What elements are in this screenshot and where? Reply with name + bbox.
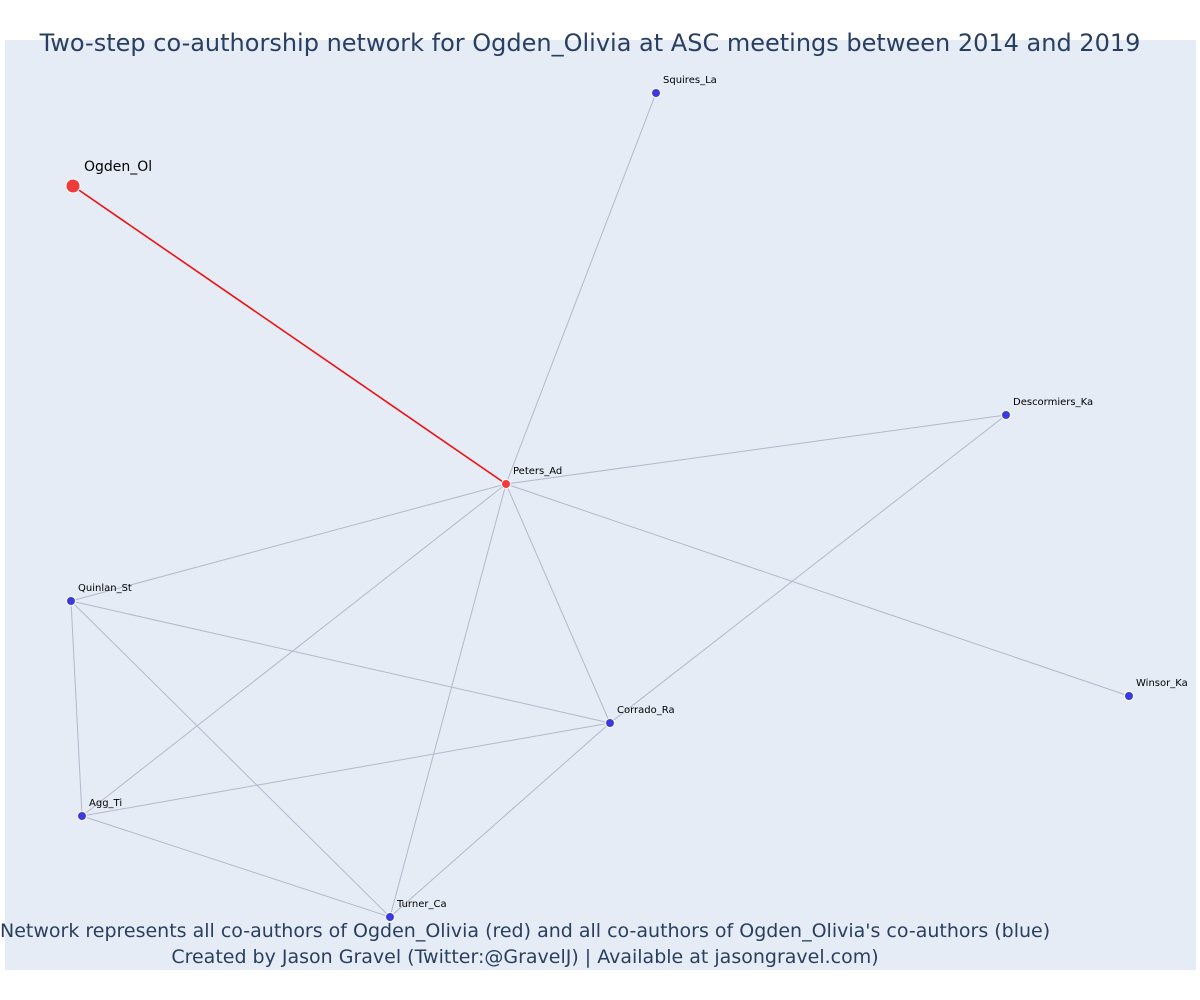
node-Descormiers_Ka[interactable] xyxy=(1001,410,1011,420)
node-label-Descormiers_Ka: Descormiers_Ka xyxy=(1013,397,1093,408)
chart-footer: Network represents all co-authors of Ogd… xyxy=(0,918,1050,970)
footer-line-1: Network represents all co-authors of Ogd… xyxy=(0,920,1051,942)
node-label-Ogden_Ol: Ogden_Ol xyxy=(84,159,152,175)
node-layer xyxy=(65,88,1134,922)
footer-line-2: Created by Jason Gravel (Twitter:@Gravel… xyxy=(171,946,879,968)
edge-Peters_Ad-Corrado_Ra xyxy=(505,483,611,724)
node-label-Turner_Ca: Turner_Ca xyxy=(396,899,447,910)
node-Turner_Ca[interactable] xyxy=(385,912,395,922)
edge-layer xyxy=(70,92,1130,918)
node-Squires_La[interactable] xyxy=(651,88,661,98)
edge-Corrado_Ra-Agg_Ti xyxy=(81,722,611,817)
node-Winsor_Ka[interactable] xyxy=(1124,691,1134,701)
node-Ogden_Ol[interactable] xyxy=(65,178,81,194)
node-Corrado_Ra[interactable] xyxy=(605,718,615,728)
node-label-Quinlan_St: Quinlan_St xyxy=(78,583,132,594)
node-label-Corrado_Ra: Corrado_Ra xyxy=(617,705,675,716)
edge-Corrado_Ra-Turner_Ca xyxy=(389,722,611,918)
edge-Descormiers_Ka-Corrado_Ra xyxy=(609,414,1007,724)
node-Agg_Ti[interactable] xyxy=(77,811,87,821)
edge-Peters_Ad-Quinlan_St xyxy=(70,483,507,602)
node-Peters_Ad[interactable] xyxy=(501,479,511,489)
node-label-Agg_Ti: Agg_Ti xyxy=(89,798,122,809)
edge-Peters_Ad-Turner_Ca xyxy=(389,483,507,918)
node-label-Squires_La: Squires_La xyxy=(663,75,717,86)
label-layer: Ogden_Ol Peters_Ad Squires_La Descormiers_K… xyxy=(78,75,1188,910)
edge-Peters_Ad-Winsor_Ka xyxy=(505,483,1130,697)
edge-Quinlan_St-Turner_Ca xyxy=(70,600,391,918)
plot-background xyxy=(5,40,1196,970)
edge-Ogden_Ol-Peters_Ad xyxy=(72,185,507,485)
node-Quinlan_St[interactable] xyxy=(66,596,76,606)
edge-Peters_Ad-Squires_La xyxy=(505,92,657,485)
node-label-Winsor_Ka: Winsor_Ka xyxy=(1136,678,1188,689)
edge-Quinlan_St-Agg_Ti xyxy=(70,600,83,817)
edge-Peters_Ad-Descormiers_Ka xyxy=(505,414,1007,485)
edge-Agg_Ti-Turner_Ca xyxy=(81,815,391,918)
node-label-Peters_Ad: Peters_Ad xyxy=(513,466,562,477)
edge-Peters_Ad-Agg_Ti xyxy=(81,483,507,817)
chart-title: Two-step co-authorship network for Ogden… xyxy=(39,29,1141,57)
edge-Quinlan_St-Corrado_Ra xyxy=(70,600,611,724)
